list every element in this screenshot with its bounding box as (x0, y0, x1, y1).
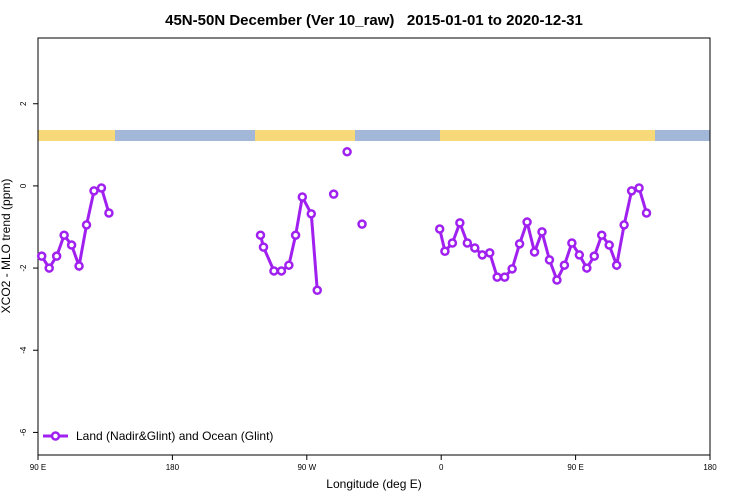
data-point (604, 240, 614, 250)
data-point (258, 242, 269, 252)
data-point (284, 260, 294, 270)
data-point (66, 240, 77, 250)
legend-label: Land (Nadir&Glint) and Ocean (Glint) (76, 429, 273, 443)
data-point (484, 248, 495, 258)
data-point (104, 208, 114, 218)
data-point (567, 238, 577, 248)
data-point (477, 250, 488, 260)
data-point (434, 224, 445, 234)
x-tick-label: 180 (166, 463, 180, 472)
data-point (342, 147, 352, 157)
data-point (290, 230, 301, 240)
chart-title: 45N-50N December (Ver 10_raw) 2015-01-01… (165, 12, 583, 29)
land-band (440, 130, 655, 141)
data-point (59, 230, 69, 240)
x-tick-label: 90 W (297, 463, 316, 472)
data-point (634, 183, 644, 193)
data-point (559, 260, 570, 270)
data-point (544, 255, 555, 265)
data-point (574, 250, 585, 260)
data-point (96, 183, 107, 193)
data-point (89, 186, 99, 196)
data-point (582, 263, 592, 273)
data-point (470, 243, 480, 253)
y-tick-label: -6 (19, 428, 28, 436)
data-point (522, 217, 532, 227)
y-tick-label: -4 (19, 346, 28, 354)
data-point (269, 266, 279, 276)
data-point (74, 261, 84, 271)
x-tick-label: 90 E (567, 463, 583, 472)
data-point (537, 227, 547, 237)
data-point (596, 230, 607, 240)
data-point (619, 220, 629, 230)
data-point (328, 189, 339, 199)
data-point (276, 266, 287, 276)
data-point (312, 285, 323, 296)
x-tick-label: 90 E (30, 463, 46, 472)
land-ocean-strip (38, 130, 710, 141)
y-tick-label: -2 (19, 264, 28, 272)
x-axis-label: Longitude (deg E) (326, 477, 421, 491)
legend-marker (50, 431, 61, 441)
data-point (447, 238, 458, 248)
data-point (626, 186, 637, 196)
data-point (306, 209, 317, 219)
data-point (36, 251, 47, 261)
land-band (38, 130, 115, 141)
data-point (589, 251, 600, 261)
x-tick-label: 180 (703, 463, 717, 472)
data-point (499, 272, 510, 282)
data-point (492, 272, 502, 282)
data-point (44, 263, 54, 273)
ocean-band (38, 130, 710, 141)
data-point (462, 238, 473, 248)
data-point (440, 246, 450, 256)
data-point (81, 220, 92, 230)
data-point (552, 275, 562, 285)
data-point (641, 208, 652, 218)
data-point (357, 219, 367, 229)
plot-frame (37, 37, 711, 456)
data-point (514, 239, 525, 249)
data-point (297, 192, 308, 202)
y-tick-label: 0 (19, 183, 28, 188)
data-point (529, 247, 540, 257)
y-axis-label: XCO2 - MLO trend (ppm) (0, 179, 13, 314)
data-point (255, 230, 266, 240)
data-line (40, 185, 648, 291)
data-point (507, 264, 517, 274)
x-tick-label: 0 (439, 463, 444, 472)
data-point (455, 218, 465, 228)
y-tick-label: 2 (19, 101, 28, 106)
data-point (51, 251, 62, 261)
land-band (255, 130, 355, 141)
data-point (611, 260, 622, 270)
